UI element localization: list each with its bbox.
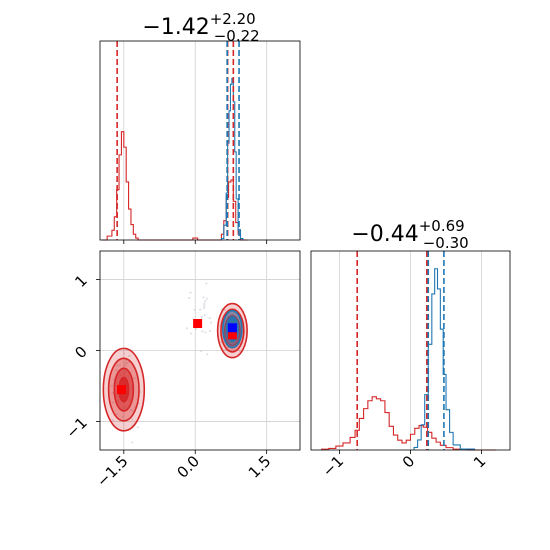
y-tick-label: −1 [62, 414, 90, 442]
y-tick-label: 1 [71, 272, 90, 291]
sample-point [189, 291, 192, 294]
sample-point [129, 408, 133, 412]
sample-point [123, 352, 126, 355]
sample-point [204, 331, 207, 334]
sample-point [238, 349, 241, 352]
sample-point [208, 316, 211, 320]
title-param-1-lower: −0.22 [214, 27, 260, 45]
sample-point [124, 364, 127, 367]
sample-point [112, 401, 115, 404]
x-tick-label: 1.5 [245, 452, 275, 482]
sample-point [131, 441, 134, 444]
panel-3-hist-red [321, 396, 496, 451]
sample-point [209, 321, 213, 324]
x-tick-label: −1 [319, 452, 347, 480]
sample-point [205, 282, 208, 285]
title-param-1-upper: +2.20 [210, 10, 256, 28]
sample-point [115, 413, 118, 416]
sample-point [199, 350, 203, 353]
sample-point [111, 418, 114, 422]
x-tick-label: 1 [470, 452, 489, 471]
sample-point [112, 378, 115, 381]
sample-point [131, 410, 135, 413]
sample-point [189, 332, 193, 335]
sample-point [185, 327, 188, 330]
panel-3-hist-blue [413, 268, 476, 450]
marginal-histogram-param-1: −1.42+2.20 −0.22 [99, 10, 301, 244]
sample-point [202, 296, 205, 299]
sample-point [201, 330, 204, 333]
x-tick-label: 0.0 [173, 452, 203, 482]
sample-point [204, 300, 207, 303]
sample-point [203, 302, 206, 305]
sample-point [202, 306, 206, 310]
sample-point [111, 391, 114, 395]
sample-point [205, 297, 209, 300]
sample-point [136, 426, 139, 429]
sample-point [208, 329, 211, 332]
sample-point [194, 327, 198, 330]
sample-point [199, 308, 202, 311]
panel-1-hist-blue [220, 77, 244, 240]
joint-contour-panel: −1.5 0.0 1.5 1 0 −1 [62, 250, 301, 491]
sample-point [131, 418, 134, 421]
sample-point [126, 362, 129, 365]
panel-1-frame [99, 40, 301, 241]
marker-square-red [193, 318, 203, 328]
title-param-1-value: −1.42 [142, 15, 209, 40]
sample-point [116, 364, 119, 367]
y-tick-label: 0 [71, 343, 90, 362]
marginal-histogram-param-2: −0.44+0.69 −0.30 −1 0 1 [310, 217, 511, 480]
sample-point [203, 304, 206, 307]
marker-square-red [116, 385, 126, 395]
sample-point [203, 313, 206, 317]
title-param-2-lower: −0.30 [423, 234, 469, 252]
sample-point [200, 315, 203, 319]
title-param-2: −0.44+0.69 −0.30 [351, 217, 468, 252]
sample-point [115, 368, 118, 372]
marker-square-red [227, 330, 237, 340]
sample-point [206, 353, 209, 356]
x-tick-label: −1.5 [93, 452, 131, 490]
sample-point [121, 415, 124, 418]
x-tick-label: 0 [399, 452, 418, 471]
sample-point [229, 313, 232, 316]
sample-point [118, 364, 121, 367]
marker-square-blue [227, 323, 237, 333]
sample-point [110, 384, 114, 387]
title-param-2-value: −0.44 [351, 222, 418, 247]
sample-point [193, 308, 196, 311]
sample-point [134, 376, 137, 379]
title-param-2-upper: +0.69 [419, 217, 465, 235]
sample-point [188, 296, 191, 300]
title-param-1: −1.42+2.20 −0.22 [142, 10, 259, 45]
sample-point [232, 312, 235, 315]
sample-point [127, 354, 131, 357]
